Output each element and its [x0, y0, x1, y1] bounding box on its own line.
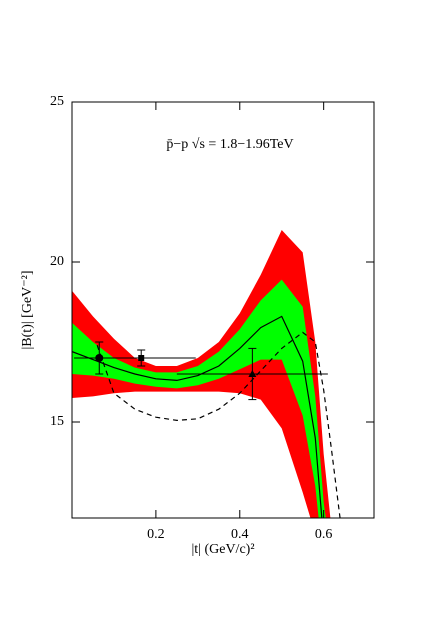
y-tick-label: 25: [50, 94, 64, 109]
chart-title: p̄−p √s = 1.8−1.96TeV: [166, 137, 293, 152]
axes-frame: [71, 101, 375, 519]
fit-curve: [72, 315, 323, 518]
x-tick-label: 0.2: [147, 527, 165, 542]
y-tick-label: 15: [50, 414, 64, 429]
x-tick-label: 0.4: [231, 527, 249, 542]
x-axis-label: |t| (GeV/c)²: [191, 542, 254, 557]
y-tick-label: 20: [50, 254, 64, 269]
y-axis-label: |B(t)| [GeV⁻²]: [20, 270, 35, 349]
data-point: [248, 370, 257, 377]
data-point: [138, 355, 145, 361]
confidence-band: [72, 279, 326, 518]
x-tick-label: 0.6: [315, 527, 333, 542]
